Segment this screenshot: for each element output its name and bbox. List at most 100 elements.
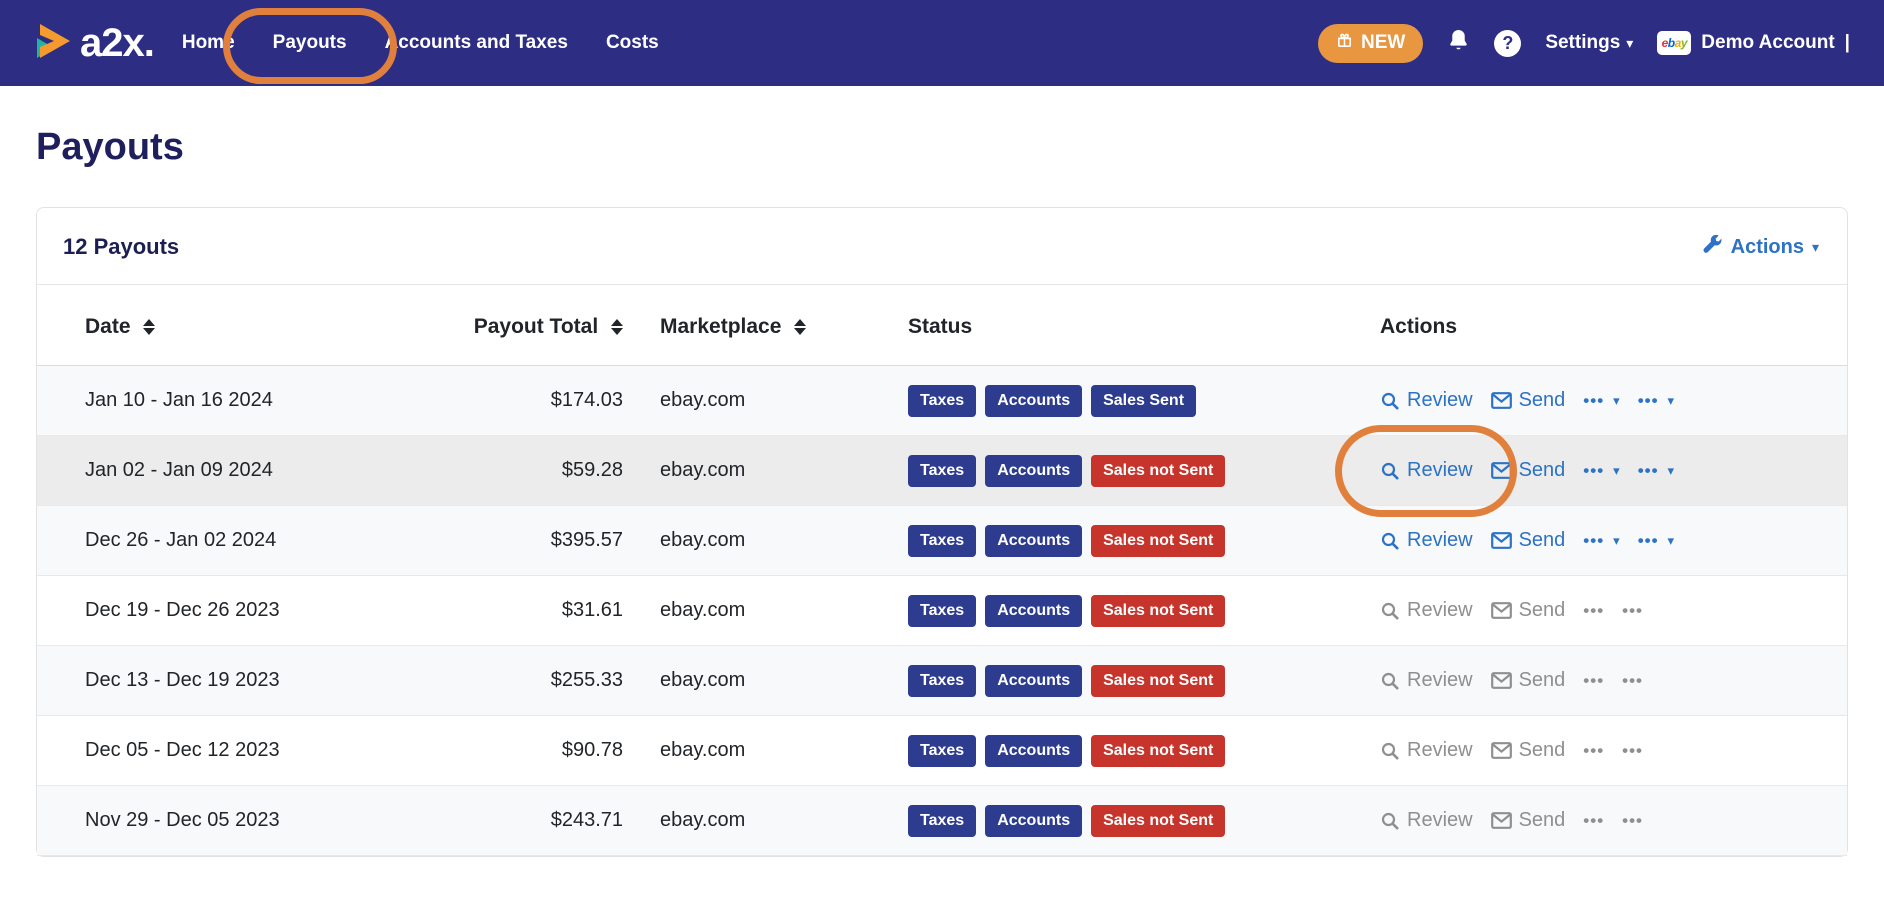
- ellipsis-menu-button-secondary[interactable]: •••: [1622, 742, 1643, 759]
- status-badges: Taxes Accounts Sales not Sent: [908, 524, 1380, 557]
- ellipsis-menu-button-secondary[interactable]: •••: [1622, 812, 1643, 829]
- status-badge: Taxes: [908, 734, 977, 767]
- review-link[interactable]: Review: [1380, 669, 1473, 692]
- column-header-date[interactable]: Date: [37, 295, 385, 366]
- row-actions: Review Send ••• •••: [1380, 739, 1847, 762]
- status-badge: Sales not Sent: [1091, 734, 1226, 767]
- status-badge: Taxes: [908, 524, 977, 557]
- sort-icon: [611, 319, 623, 336]
- nav-item-payouts[interactable]: Payouts: [222, 8, 397, 85]
- caret-down-icon: ▾: [1667, 532, 1675, 548]
- magnifier-icon: [1380, 531, 1400, 551]
- payout-marketplace: ebay.com: [623, 505, 908, 576]
- status-badge: Taxes: [908, 454, 977, 487]
- status-badge: Accounts: [985, 804, 1083, 837]
- status-badge: Sales not Sent: [1091, 454, 1226, 487]
- status-badge: Accounts: [985, 664, 1083, 697]
- review-link-label: Review: [1407, 599, 1473, 621]
- review-link[interactable]: Review: [1380, 739, 1473, 762]
- send-link[interactable]: Send: [1490, 389, 1565, 412]
- help-button[interactable]: ?: [1494, 29, 1522, 57]
- notifications-button[interactable]: [1447, 28, 1470, 58]
- table-header-row: Date Payout Total Marketplace Status Act…: [37, 295, 1847, 366]
- caret-down-icon: ▾: [1613, 392, 1620, 408]
- magnifier-icon: [1380, 671, 1400, 691]
- ellipsis-icon: •••: [1622, 671, 1644, 690]
- status-badge: Accounts: [985, 454, 1083, 487]
- review-link[interactable]: Review: [1380, 389, 1473, 412]
- caret-down-icon: ▾: [1667, 392, 1675, 408]
- ellipsis-menu-button[interactable]: •••: [1583, 742, 1604, 759]
- nav-item-accounts-and-taxes[interactable]: Accounts and Taxes: [384, 32, 568, 53]
- review-link[interactable]: Review: [1380, 809, 1473, 832]
- review-link-label: Review: [1407, 529, 1473, 551]
- status-badge: Sales not Sent: [1091, 594, 1226, 627]
- payout-total: $90.78: [385, 715, 623, 786]
- review-link-label: Review: [1407, 459, 1473, 481]
- magnifier-icon: [1380, 811, 1400, 831]
- ellipsis-icon: •••: [1622, 741, 1644, 760]
- send-link[interactable]: Send: [1490, 739, 1565, 762]
- ellipsis-icon: •••: [1583, 811, 1605, 830]
- ellipsis-menu-button-secondary[interactable]: ••• ▾: [1638, 462, 1674, 479]
- a2x-logo-text: a2x.: [80, 20, 155, 65]
- table-row: Jan 10 - Jan 16 2024 $174.03 ebay.com Ta…: [37, 365, 1847, 436]
- review-link[interactable]: Review: [1380, 529, 1473, 552]
- ellipsis-icon: •••: [1637, 531, 1659, 550]
- bulk-actions-label: Actions: [1730, 235, 1804, 258]
- status-badge: Sales not Sent: [1091, 664, 1226, 697]
- settings-dropdown[interactable]: Settings ▾: [1545, 32, 1633, 54]
- caret-down-icon: ▾: [1613, 462, 1620, 478]
- payout-date: Dec 26 - Jan 02 2024: [37, 505, 385, 576]
- send-link[interactable]: Send: [1490, 459, 1566, 482]
- send-link-label: Send: [1518, 669, 1566, 691]
- review-link-label: Review: [1407, 809, 1473, 831]
- row-actions: Review Send ••• •••: [1380, 809, 1847, 832]
- send-link[interactable]: Send: [1490, 599, 1566, 622]
- column-header-marketplace[interactable]: Marketplace: [623, 295, 908, 366]
- review-link[interactable]: Review: [1380, 599, 1473, 622]
- table-row: Dec 26 - Jan 02 2024 $395.57 ebay.com Ta…: [37, 505, 1847, 576]
- ellipsis-menu-button[interactable]: •••: [1583, 602, 1604, 619]
- a2x-logo[interactable]: a2x.: [34, 20, 155, 66]
- status-badges: Taxes Accounts Sales not Sent: [908, 734, 1380, 767]
- send-link[interactable]: Send: [1490, 809, 1565, 832]
- ellipsis-menu-button[interactable]: ••• ▾: [1583, 392, 1619, 409]
- nav-item-home[interactable]: Home: [181, 32, 235, 53]
- row-actions: Review Send ••• •••: [1380, 599, 1847, 622]
- ellipsis-menu-button-secondary[interactable]: •••: [1622, 672, 1643, 689]
- send-link-label: Send: [1518, 459, 1566, 481]
- ellipsis-menu-button-secondary[interactable]: ••• ▾: [1638, 532, 1674, 549]
- ellipsis-icon: •••: [1637, 461, 1659, 480]
- nav-item-costs[interactable]: Costs: [605, 32, 659, 53]
- magnifier-icon: [1380, 461, 1400, 481]
- bulk-actions-dropdown[interactable]: Actions ▾: [1703, 234, 1819, 260]
- ellipsis-menu-button[interactable]: ••• ▾: [1583, 462, 1619, 479]
- sort-icon: [143, 319, 156, 336]
- status-badge: Accounts: [985, 594, 1083, 627]
- top-navbar: a2x. Home Payouts Accounts and Taxes Cos…: [0, 0, 1884, 86]
- review-link[interactable]: Review: [1335, 424, 1518, 517]
- payouts-table-body: Jan 10 - Jan 16 2024 $174.03 ebay.com Ta…: [37, 365, 1847, 856]
- status-badge: Accounts: [985, 734, 1083, 767]
- ellipsis-menu-button-secondary[interactable]: •••: [1622, 602, 1643, 619]
- review-link-label: Review: [1407, 739, 1473, 761]
- ellipsis-menu-button[interactable]: •••: [1583, 672, 1604, 689]
- send-link[interactable]: Send: [1490, 669, 1566, 692]
- a2x-arrow-icon: [34, 23, 76, 64]
- sort-icon: [794, 319, 807, 336]
- column-header-payout-total[interactable]: Payout Total: [385, 295, 623, 366]
- ellipsis-menu-button-secondary[interactable]: ••• ▾: [1638, 392, 1674, 409]
- payout-date: Jan 02 - Jan 09 2024: [37, 435, 385, 506]
- ellipsis-menu-button[interactable]: •••: [1583, 812, 1604, 829]
- magnifier-icon: [1380, 391, 1400, 411]
- send-link[interactable]: Send: [1490, 529, 1565, 552]
- ellipsis-icon: •••: [1622, 601, 1644, 620]
- table-row: Dec 19 - Dec 26 2023 $31.61 ebay.com Tax…: [37, 575, 1847, 646]
- send-link-label: Send: [1518, 599, 1566, 621]
- ellipsis-menu-button[interactable]: ••• ▾: [1583, 532, 1619, 549]
- new-feature-badge[interactable]: NEW: [1317, 23, 1424, 63]
- ellipsis-icon: •••: [1583, 741, 1605, 760]
- column-header-payout-total-label: Payout Total: [473, 315, 599, 338]
